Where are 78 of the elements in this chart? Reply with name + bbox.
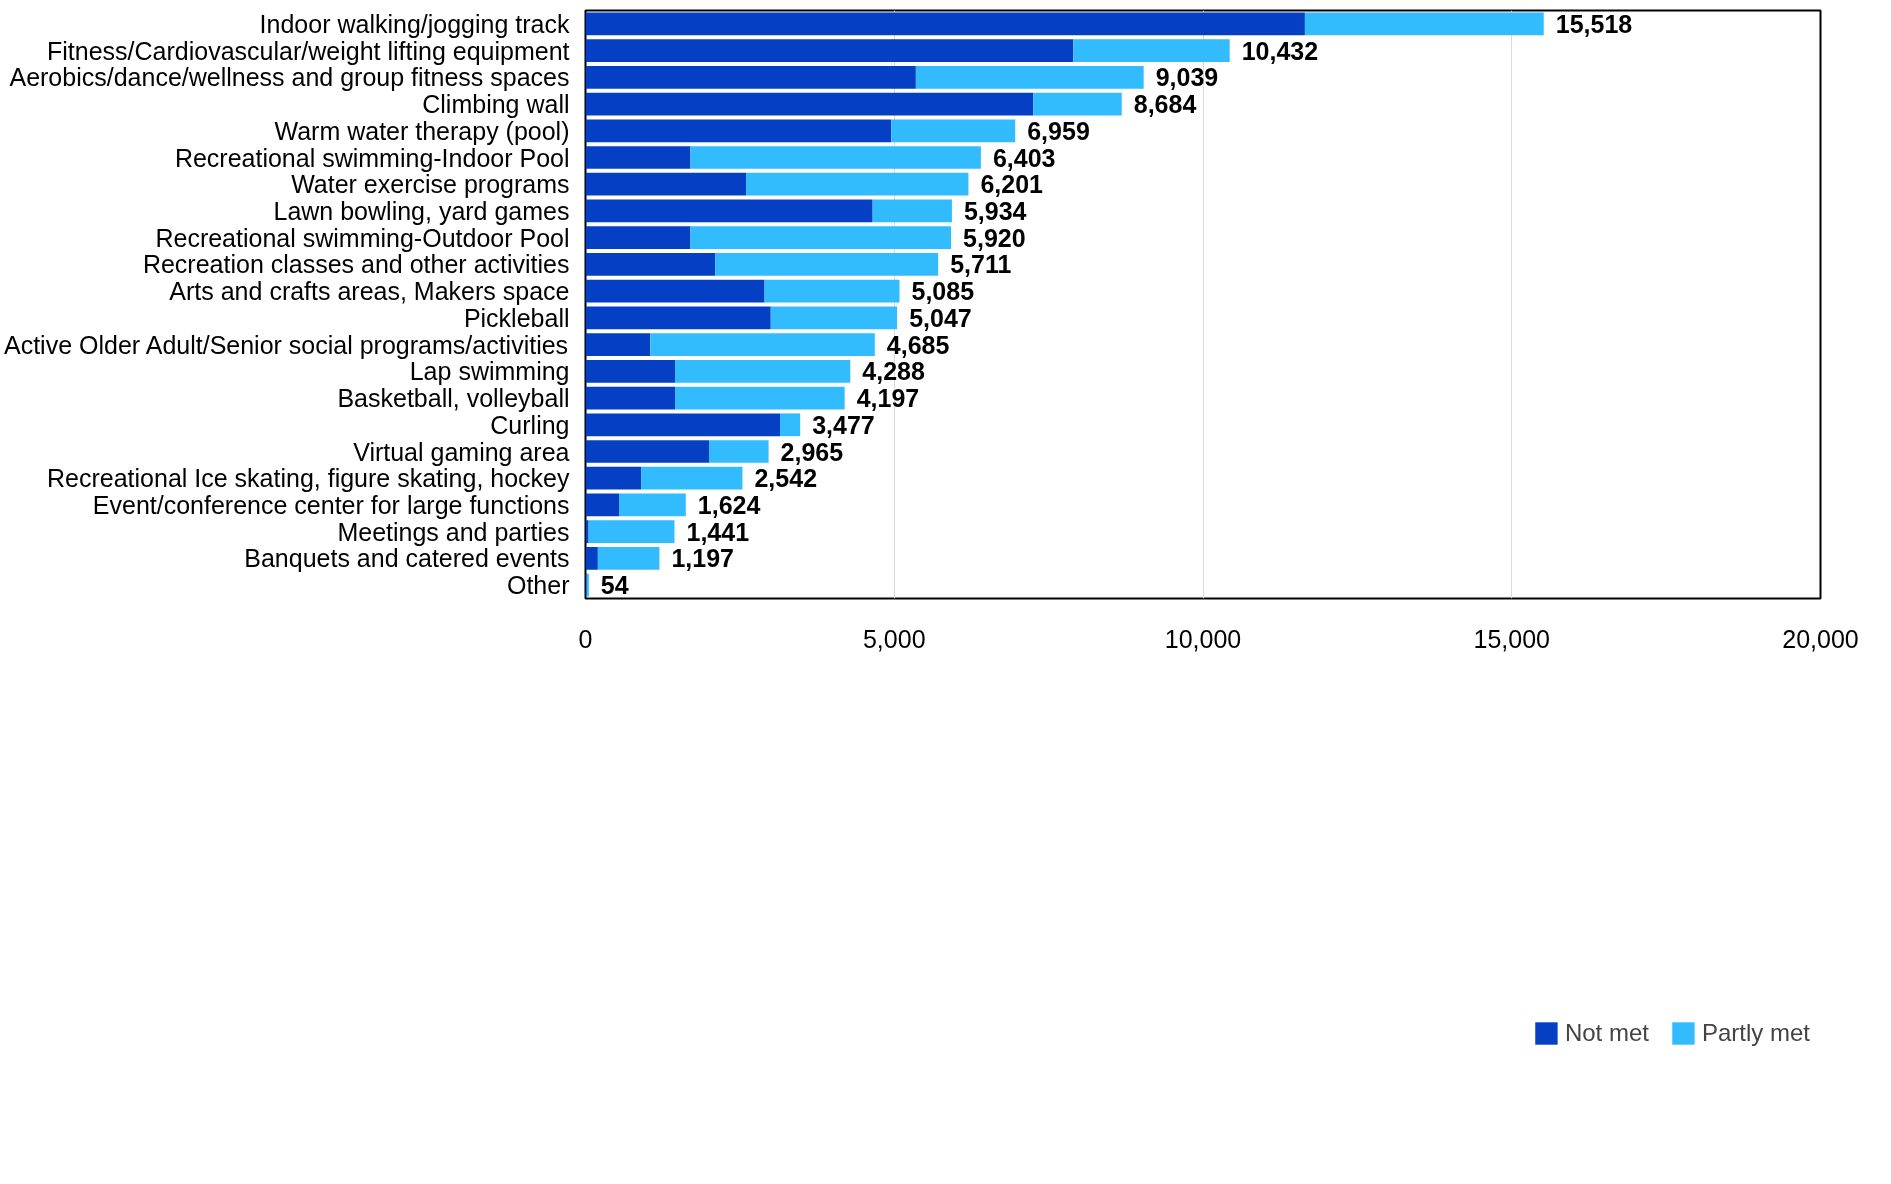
total-label: 2,965 — [780, 437, 844, 466]
total-label: 54 — [600, 571, 629, 600]
y-tick-label: Indoor walking/jogging track — [259, 9, 570, 38]
bar — [675, 386, 845, 410]
bar — [588, 520, 675, 544]
total-label: 1,624 — [697, 490, 761, 519]
total-label: 10,432 — [1241, 36, 1319, 65]
total-label: 6,403 — [992, 143, 1056, 172]
bar — [585, 520, 589, 544]
total-label: 9,039 — [1155, 63, 1219, 92]
bar — [709, 440, 769, 463]
bar — [585, 92, 1034, 116]
bar — [675, 359, 851, 383]
bar — [585, 253, 716, 276]
total-label: 2,542 — [754, 464, 818, 493]
bar — [585, 466, 642, 490]
total-label: 1,197 — [671, 544, 734, 573]
bar — [585, 493, 620, 517]
bar — [690, 146, 981, 169]
bar — [650, 333, 875, 356]
x-tick-label: 15,000 — [1473, 624, 1550, 653]
bar — [746, 172, 969, 196]
bar — [1304, 12, 1544, 36]
total-label: 5,047 — [909, 303, 972, 332]
bar — [585, 226, 691, 250]
bar — [1033, 92, 1122, 116]
bar — [891, 119, 1016, 143]
total-label: 5,934 — [963, 196, 1027, 225]
bar — [585, 39, 1074, 62]
y-tick-label: Arts and crafts areas, Makers space — [169, 277, 570, 306]
bar — [585, 199, 873, 223]
bar — [770, 306, 898, 330]
bar — [715, 253, 939, 276]
bar — [585, 146, 691, 169]
bar — [872, 199, 952, 223]
bar — [585, 172, 747, 196]
bar — [585, 306, 771, 330]
x-tick-label: 5,000 — [862, 624, 926, 653]
bar — [641, 466, 743, 490]
total-label: 4,288 — [862, 357, 925, 386]
total-label: 1,441 — [686, 517, 750, 546]
legend-label: Not met — [1564, 1019, 1649, 1047]
total-label: 4,197 — [856, 384, 920, 413]
bar — [585, 279, 765, 303]
bar — [585, 440, 709, 463]
total-label: 5,085 — [911, 277, 975, 306]
bar — [585, 359, 676, 383]
total-label: 4,685 — [886, 330, 950, 359]
y-tick-label: Basketball, volleyball — [337, 384, 570, 413]
bar — [1073, 39, 1230, 62]
bar — [585, 333, 651, 356]
bar — [585, 413, 781, 437]
bar — [585, 12, 1305, 36]
total-label: 3,477 — [812, 410, 875, 439]
total-label: 5,920 — [963, 223, 1026, 252]
bar — [690, 226, 952, 250]
y-tick-label: Active Older Adult/Senior social programs/activities — [4, 330, 569, 359]
total-label: 6,959 — [1027, 116, 1090, 145]
y-tick-label: Other — [506, 571, 570, 600]
bar — [915, 65, 1144, 89]
bar — [585, 386, 676, 410]
legend-label: Partly met — [1701, 1019, 1810, 1047]
x-tick-label: 10,000 — [1164, 624, 1242, 653]
x-tick-label: 0 — [578, 624, 593, 653]
y-tick-label: Climbing wall — [422, 90, 570, 119]
bar — [585, 119, 892, 143]
total-label: 5,711 — [950, 250, 1012, 279]
total-label: 15,518 — [1555, 9, 1633, 38]
bar — [619, 493, 686, 517]
total-label: 8,684 — [1133, 90, 1197, 119]
bar — [764, 279, 900, 303]
bar — [597, 547, 660, 570]
bar — [780, 413, 801, 437]
bar — [585, 547, 598, 570]
x-tick-label: 20,000 — [1782, 624, 1859, 653]
bar — [585, 65, 916, 89]
total-label: 6,201 — [980, 170, 1044, 199]
y-tick-label: Lap swimming — [409, 357, 570, 386]
